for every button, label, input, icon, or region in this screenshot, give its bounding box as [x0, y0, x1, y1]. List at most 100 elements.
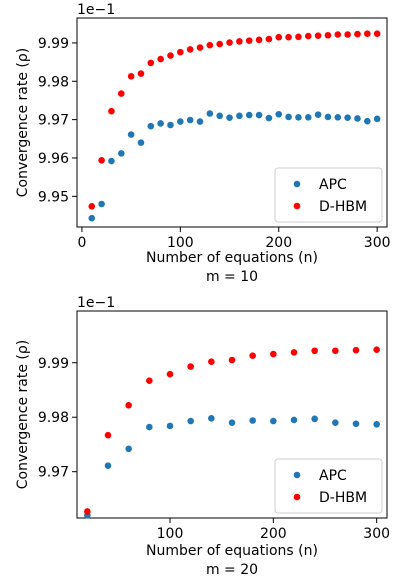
data-point — [226, 114, 233, 122]
data-point — [167, 121, 174, 129]
y-tick-label: 9.99 — [38, 356, 69, 372]
data-point — [324, 113, 332, 121]
data-point — [177, 48, 184, 56]
y-axis-label: Convergence rate (ρ) — [15, 340, 31, 489]
data-point — [236, 38, 243, 45]
data-point — [206, 41, 214, 49]
y-tick-label: 9.97 — [38, 465, 69, 481]
data-point — [147, 122, 155, 130]
data-point — [125, 401, 132, 409]
data-point — [146, 423, 153, 431]
legend-label: APC — [319, 468, 347, 484]
data-point — [146, 377, 153, 385]
data-point — [216, 40, 223, 48]
data-point — [117, 150, 125, 157]
data-point — [196, 44, 204, 51]
data-point — [186, 116, 194, 124]
panel-caption: m = 10 — [206, 269, 258, 285]
data-point — [187, 417, 194, 425]
data-point — [285, 33, 292, 41]
data-point — [84, 508, 91, 515]
data-point — [304, 114, 312, 121]
data-point — [186, 46, 194, 53]
y-tick-label: 9.95 — [38, 189, 69, 205]
legend-label: D-HBM — [319, 490, 367, 506]
data-point — [228, 356, 236, 364]
data-point — [249, 352, 256, 359]
data-point — [88, 202, 96, 210]
data-point — [127, 131, 135, 138]
series-apc — [84, 415, 380, 519]
data-point — [364, 30, 371, 38]
data-point — [311, 347, 318, 355]
legend-box — [274, 167, 383, 223]
data-point — [208, 358, 215, 365]
legend: APC D-HBM — [274, 167, 383, 223]
data-point — [295, 114, 302, 121]
data-point — [304, 32, 312, 40]
legend-marker — [293, 202, 301, 210]
data-point — [285, 113, 292, 121]
data-point — [344, 31, 351, 38]
data-point — [206, 110, 214, 117]
x-tick-label: 300 — [363, 526, 390, 542]
x-tick-label: 200 — [265, 235, 292, 251]
legend-label: APC — [319, 177, 347, 193]
x-tick-label: 100 — [167, 235, 194, 251]
data-point — [147, 59, 155, 67]
data-point — [290, 416, 298, 424]
data-point — [314, 111, 322, 118]
series-apc — [88, 110, 381, 222]
data-point — [334, 31, 342, 38]
data-point — [265, 114, 273, 122]
data-point — [127, 72, 135, 80]
x-tick-label: 100 — [157, 526, 184, 542]
data-point — [98, 200, 105, 208]
data-point — [364, 117, 371, 125]
chart-panel-2: 100 200 300 9.97 9.98 9.99 1e−1 Number of equat… — [15, 295, 390, 578]
data-point — [275, 110, 283, 118]
data-point — [295, 33, 302, 41]
data-point — [137, 70, 145, 77]
data-point — [344, 114, 351, 122]
data-point — [98, 156, 105, 164]
data-point — [373, 30, 381, 38]
chart-panel-1: 0 100 200 300 9.95 9.96 9.97 9.98 9.99 1e−1 Number… — [15, 2, 391, 285]
x-tick-label: 0 — [77, 235, 86, 251]
data-point — [314, 32, 322, 39]
data-point — [265, 35, 273, 43]
data-point — [249, 417, 256, 424]
data-point — [354, 30, 361, 38]
data-point — [117, 90, 125, 97]
series-d-hbm — [84, 346, 380, 515]
y-offset-multiplier: 1e−1 — [77, 295, 115, 311]
data-point — [157, 55, 164, 63]
legend-marker — [293, 471, 301, 479]
data-point — [104, 462, 112, 470]
data-point — [104, 431, 112, 439]
data-point — [311, 415, 318, 423]
data-point — [108, 157, 115, 165]
data-point — [187, 363, 194, 370]
data-point — [177, 118, 184, 125]
data-point — [373, 346, 380, 353]
y-axis-label: Convergence rate (ρ) — [15, 48, 31, 197]
data-point — [196, 118, 204, 125]
data-point — [275, 33, 283, 41]
data-point — [236, 112, 243, 120]
x-axis-label: Number of equations (n) — [146, 250, 318, 266]
data-point — [228, 419, 236, 426]
data-point — [245, 37, 253, 44]
data-point — [352, 420, 360, 428]
y-tick-label: 9.99 — [38, 36, 69, 52]
data-point — [167, 52, 174, 59]
data-point — [373, 421, 380, 428]
x-tick-label: 200 — [260, 526, 287, 542]
y-tick-label: 9.96 — [38, 151, 69, 167]
data-point — [352, 346, 360, 354]
data-point — [255, 36, 263, 44]
panel-caption: m = 20 — [206, 562, 258, 578]
x-axis-label: Number of equations (n) — [146, 543, 318, 559]
data-point — [125, 445, 132, 453]
